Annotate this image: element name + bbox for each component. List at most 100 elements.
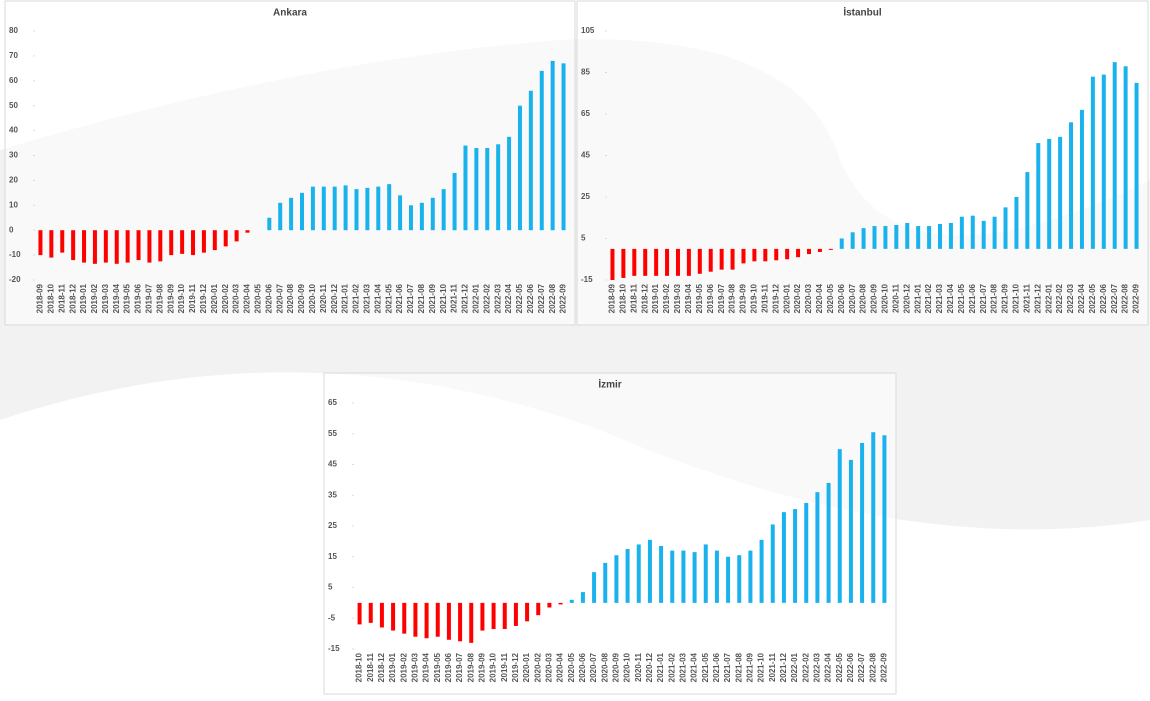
- x-tick-label: 2022-01: [471, 283, 480, 313]
- bar: [763, 248, 768, 262]
- bar: [114, 230, 119, 264]
- chart-title: İzmir: [598, 378, 621, 391]
- bar: [774, 248, 779, 261]
- x-tick-label: 2020-04: [815, 283, 824, 313]
- bar: [785, 248, 790, 260]
- bar: [681, 550, 686, 603]
- bar: [826, 482, 831, 603]
- chart-title: Ankara: [273, 8, 307, 19]
- bar: [806, 248, 811, 255]
- bar: [278, 202, 283, 231]
- x-tick-label: 2020-01: [210, 283, 219, 313]
- bar: [469, 602, 474, 643]
- bar: [1069, 122, 1074, 249]
- bar: [959, 216, 964, 249]
- bar: [49, 230, 54, 258]
- y-tick-label: 20: [9, 176, 18, 185]
- x-tick-label: 2019-06: [134, 283, 143, 313]
- x-tick-label: 2022-02: [1055, 283, 1064, 313]
- bar: [517, 105, 522, 231]
- bar: [368, 602, 373, 623]
- bar: [525, 602, 530, 622]
- bar: [675, 248, 680, 276]
- bar: [419, 202, 424, 231]
- y-tick-label: 25: [328, 521, 337, 530]
- bar: [1134, 82, 1139, 249]
- x-tick-label: 2022-07: [537, 283, 546, 313]
- x-tick-label: 2019-07: [455, 652, 464, 682]
- panel: [323, 372, 897, 695]
- y-tick-label: 105: [581, 26, 595, 35]
- bar: [365, 187, 370, 231]
- bar: [1079, 109, 1084, 249]
- y-tick-label: -15: [581, 275, 593, 284]
- y-tick-label: 60: [9, 76, 18, 85]
- x-tick-label: 2019-05: [695, 283, 704, 313]
- x-tick-label: 2018-09: [36, 283, 45, 313]
- bar: [670, 550, 675, 603]
- bar: [625, 549, 630, 603]
- bar: [60, 230, 65, 253]
- bar: [970, 215, 975, 249]
- x-tick-label: 2022-05: [835, 652, 844, 682]
- x-tick-label: 2018-10: [46, 283, 55, 313]
- x-tick-label: 2022-03: [493, 283, 502, 313]
- bar: [815, 492, 820, 603]
- x-tick-label: 2021-01: [913, 283, 922, 313]
- bar: [697, 248, 702, 274]
- x-tick-label: 2020-12: [330, 283, 339, 313]
- x-tick-label: 2021-07: [979, 283, 988, 313]
- x-tick-label: 2021-04: [690, 652, 699, 682]
- x-tick-label: 2020-07: [275, 283, 284, 313]
- x-tick-label: 2021-09: [746, 652, 755, 682]
- bar: [300, 192, 304, 231]
- x-tick-label: 2020-09: [612, 652, 621, 682]
- bar: [1123, 66, 1128, 249]
- bar: [267, 217, 272, 231]
- x-tick-label: 2021-03: [679, 652, 688, 682]
- x-tick-label: 2022-06: [846, 652, 855, 682]
- x-tick-label: 2020-01: [782, 283, 791, 313]
- x-tick-label: 2019-07: [145, 283, 154, 313]
- bar: [632, 248, 637, 276]
- bar: [610, 248, 615, 280]
- x-tick-label: 2022-02: [482, 283, 491, 313]
- bar: [580, 592, 585, 603]
- bar: [703, 544, 708, 603]
- x-tick-label: 2020-02: [793, 283, 802, 313]
- x-tick-label: 2021-02: [352, 283, 361, 313]
- x-tick-label: 2020-06: [264, 283, 273, 313]
- bar: [659, 545, 664, 603]
- bar: [1003, 207, 1008, 249]
- bar: [647, 539, 652, 603]
- x-tick-label: 2018-10: [618, 283, 627, 313]
- bar: [636, 544, 641, 603]
- bar: [507, 136, 512, 231]
- bar: [905, 222, 910, 249]
- bar: [513, 602, 518, 626]
- y-tick-label: 0: [9, 225, 14, 234]
- x-tick-label: 2021-10: [757, 652, 766, 682]
- bar: [402, 602, 407, 634]
- x-tick-label: 2021-01: [341, 283, 350, 313]
- x-tick-label: 2020-07: [848, 283, 857, 313]
- y-tick-label: 15: [328, 552, 337, 561]
- bar: [354, 189, 359, 231]
- y-tick-label: 65: [581, 109, 590, 118]
- x-tick-label: 2019-01: [79, 283, 88, 313]
- x-tick-label: 2019-12: [511, 652, 520, 682]
- x-tick-label: 2021-08: [990, 283, 999, 313]
- x-tick-label: 2022-05: [515, 283, 524, 313]
- bar: [491, 602, 496, 630]
- bar: [430, 197, 435, 231]
- bar: [435, 602, 440, 637]
- x-tick-label: 2020-10: [881, 283, 890, 313]
- x-tick-label: 2020-06: [578, 652, 587, 682]
- x-tick-label: 2019-11: [188, 283, 197, 312]
- x-tick-label: 2019-07: [717, 283, 726, 313]
- x-tick-label: 2020-04: [243, 283, 252, 313]
- bar: [1036, 143, 1041, 249]
- x-tick-label: 2021-04: [946, 283, 955, 313]
- x-tick-label: 2019-10: [750, 283, 759, 313]
